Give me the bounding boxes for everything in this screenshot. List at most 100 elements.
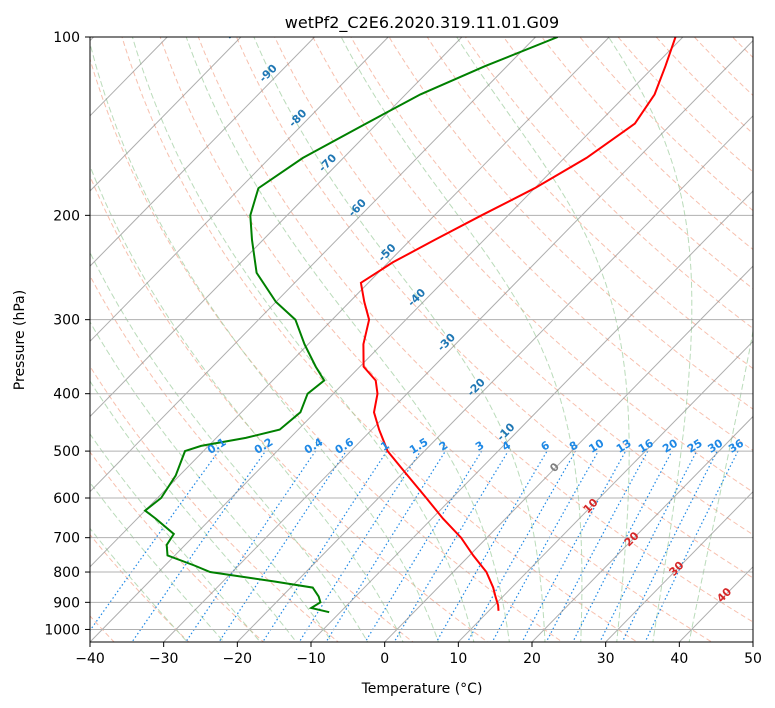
isotherm-label: -30 [435,331,458,354]
mixing-ratio-line [545,450,649,642]
moist-adiabat [185,37,510,642]
moist-adiabat [90,527,188,642]
moist-adiabat [340,37,583,642]
dry-adiabat [90,57,564,642]
moist-adiabat [90,164,404,642]
isotherm-line [90,37,684,642]
x-tick-label: 10 [449,651,467,667]
dry-adiabat [350,37,753,451]
mixing-ratio-label: 0.4 [302,435,326,457]
x-axis: −40 −30 −20 −10 0 10 20 30 40 50 [75,642,762,667]
dry-adiabat [464,37,753,330]
moist-adiabats [90,37,753,642]
y-tick-label: 1000 [44,622,80,638]
dry-adiabat [655,37,753,135]
isotherm-line [90,37,315,267]
profile-lines [143,37,677,614]
mixing-ratio-line [621,450,718,642]
dry-adiabat [426,37,753,370]
plot-frame [89,36,754,643]
isotherm-line [90,37,536,493]
mixing-ratio-line [491,450,599,642]
dry-adiabat [90,174,489,642]
dry-adiabat [579,37,753,212]
mixing-ratio-line [131,450,266,642]
moist-adiabat [456,37,630,642]
isotherm-label: 20 [622,529,642,549]
mixing-ratio-label: 30 [705,436,725,455]
isotherm-line [163,39,753,642]
y-axis-title: Pressure (hPa) [12,290,28,390]
y-tick-label: 500 [53,444,80,460]
x-tick-label: −40 [75,651,105,667]
mixing-ratio-label: 1.5 [407,435,430,456]
mixing-ratio-line [185,450,316,642]
mixing-ratio-line [218,450,347,642]
isotherm-label: -20 [465,375,488,398]
mixing-ratio-label: 16 [636,436,656,455]
chart-title: wetPf2_C2E6.2020.319.11.01.G09 [285,13,559,33]
dry-adiabat [159,37,713,642]
isotherm-label: -90 [257,61,280,84]
moist-adiabat [90,433,261,642]
dry-adiabat [197,37,753,623]
mixing-ratio-lines [90,450,739,642]
mixing-ratio-line [599,450,698,642]
y-tick-label: 400 [53,387,80,403]
isotherm-line [90,37,389,343]
dry-adiabat [235,37,753,579]
isotherm-label: -60 [346,196,369,219]
mixing-ratio-label: 25 [685,437,705,456]
mixing-ratio-label: 0.1 [205,435,228,456]
isotherm-line [384,265,753,642]
moist-adiabat [90,320,333,642]
y-tick-label: 900 [53,595,80,611]
dry-adiabat [90,365,339,642]
y-axis: 100 200 300 400 500 600 700 800 900 1000 [44,30,90,638]
moist-adiabat [90,251,369,642]
mixing-ratio-line [90,450,220,632]
dry-adiabat [312,37,753,493]
mixing-ratio-line [644,450,739,642]
moist-adiabat [90,380,297,642]
isotherm-label: -10 [494,420,517,443]
x-tick-label: 50 [744,651,762,667]
isotherm-line [531,415,753,642]
y-tick-label: 700 [53,531,80,547]
y-tick-label: 100 [53,30,80,46]
isotherm-label: -100 [224,14,253,43]
isotherm-line [236,115,753,642]
plot-area: 0.1 0.2 0.4 0.6 1 1.5 2 3 4 6 8 10 13 16 20 25 30 36-100-… [90,14,775,654]
x-axis-title: Temperature (°C) [361,681,483,697]
pressure-gridlines [90,37,753,630]
x-tick-label: −30 [149,651,179,667]
isotherm-line [457,340,753,642]
x-tick-label: 20 [523,651,541,667]
isotherm-line [752,641,753,642]
y-tick-label: 600 [53,491,80,507]
isotherm-label: -40 [405,286,428,309]
isotherm-label: 0 [547,460,562,475]
mixing-ratio-label: 0.2 [252,435,275,456]
mixing-ratio-label: 10 [587,436,607,455]
dry-adiabat [502,37,753,290]
isotherm-label: 10 [581,496,601,516]
mixing-ratio-line [466,450,577,642]
mixing-ratio-line [325,450,446,642]
dry-adiabat [693,37,753,97]
isotherms [90,37,753,642]
mixing-ratio-label: 36 [726,436,746,455]
moist-adiabat [90,41,440,642]
x-tick-label: −10 [296,651,326,667]
isotherm-line [605,490,753,642]
isotherm-line [90,37,463,418]
isotherm-line [678,566,753,642]
isotherm-label: -70 [316,151,339,174]
moist-adiabat [131,37,475,642]
moist-adiabat [608,37,693,642]
moist-adiabat [253,37,546,642]
dry-adiabat [757,24,775,654]
x-tick-label: 0 [380,651,389,667]
temperature-line [359,37,677,611]
